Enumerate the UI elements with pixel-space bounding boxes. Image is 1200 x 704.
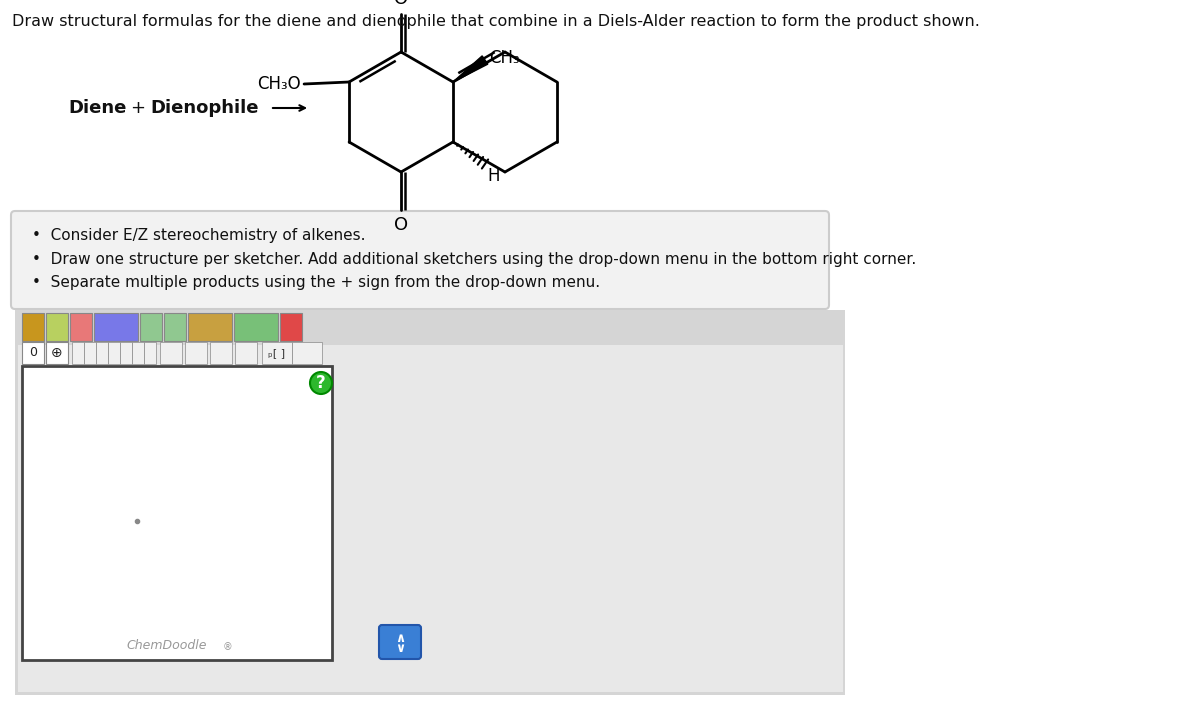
Text: ⊕: ⊕ xyxy=(52,346,62,360)
Text: 0: 0 xyxy=(29,346,37,360)
Circle shape xyxy=(310,372,332,394)
Text: O: O xyxy=(394,0,408,8)
Bar xyxy=(120,342,132,364)
Text: Diene: Diene xyxy=(68,99,126,117)
Bar xyxy=(84,342,96,364)
Text: +: + xyxy=(130,99,145,117)
Bar xyxy=(96,342,108,364)
Bar xyxy=(70,313,92,341)
Bar xyxy=(22,342,44,364)
Bar xyxy=(46,342,68,364)
Text: ₚ[ ]: ₚ[ ] xyxy=(269,348,286,358)
Text: CH₃O: CH₃O xyxy=(258,75,301,93)
Bar xyxy=(46,313,68,341)
Text: ®: ® xyxy=(223,642,233,652)
FancyBboxPatch shape xyxy=(379,625,421,659)
Bar xyxy=(72,342,84,364)
Bar xyxy=(22,366,332,660)
Text: •  Consider E/Z stereochemistry of alkenes.: • Consider E/Z stereochemistry of alkene… xyxy=(32,228,366,243)
Bar xyxy=(292,342,322,364)
Text: CH₃: CH₃ xyxy=(490,49,520,67)
Bar xyxy=(18,345,842,692)
Bar xyxy=(94,313,138,341)
Bar xyxy=(132,342,144,364)
Bar xyxy=(160,342,182,364)
Bar xyxy=(234,313,278,341)
Text: ?: ? xyxy=(316,374,326,392)
Bar xyxy=(164,313,186,341)
Bar xyxy=(108,342,120,364)
Bar xyxy=(262,342,292,364)
Bar xyxy=(185,342,208,364)
Bar xyxy=(210,342,232,364)
Bar xyxy=(235,342,257,364)
FancyBboxPatch shape xyxy=(11,211,829,309)
Bar xyxy=(280,313,302,341)
Bar xyxy=(22,313,44,341)
Text: H: H xyxy=(487,167,499,185)
Bar xyxy=(14,310,845,695)
Bar xyxy=(144,342,156,364)
Text: Dienophile: Dienophile xyxy=(150,99,258,117)
Bar xyxy=(140,313,162,341)
Text: Draw structural formulas for the diene and dienophile that combine in a Diels-Al: Draw structural formulas for the diene a… xyxy=(12,14,980,29)
Bar xyxy=(188,313,232,341)
Text: •  Separate multiple products using the + sign from the drop-down menu.: • Separate multiple products using the +… xyxy=(32,275,600,290)
Text: ∧: ∧ xyxy=(395,631,406,644)
Text: ChemDoodle: ChemDoodle xyxy=(127,639,208,652)
Text: •  Draw one structure per sketcher. Add additional sketchers using the drop-down: • Draw one structure per sketcher. Add a… xyxy=(32,252,917,267)
Text: ∨: ∨ xyxy=(395,641,406,655)
Text: O: O xyxy=(394,216,408,234)
Polygon shape xyxy=(454,56,488,82)
